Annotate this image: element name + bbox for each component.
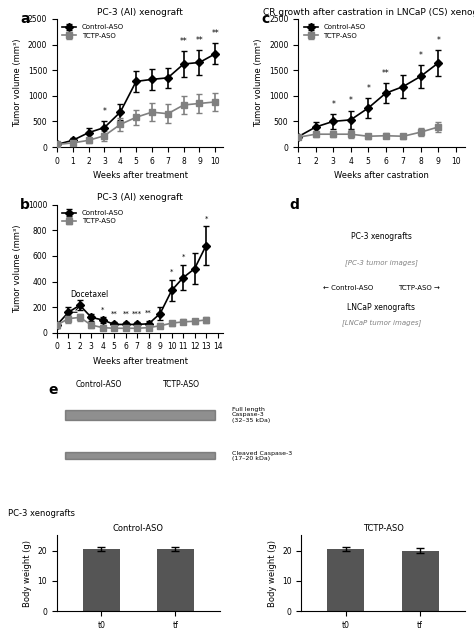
- Title: Control-ASO: Control-ASO: [113, 524, 164, 533]
- Text: ***: ***: [132, 311, 142, 317]
- Text: **: **: [180, 37, 188, 46]
- Legend: Control-ASO, TCTP-ASO: Control-ASO, TCTP-ASO: [60, 23, 126, 40]
- Text: Control-ASO: Control-ASO: [75, 380, 122, 389]
- Text: c: c: [262, 13, 270, 26]
- Y-axis label: Body weight (g): Body weight (g): [267, 540, 276, 607]
- Text: *: *: [182, 254, 185, 260]
- Text: Full length
Caspase-3
(32–35 kDa): Full length Caspase-3 (32–35 kDa): [232, 406, 270, 423]
- Text: **: **: [211, 30, 219, 38]
- Text: *: *: [204, 215, 208, 221]
- Text: *: *: [436, 36, 440, 45]
- Text: [PC-3 tumor images]: [PC-3 tumor images]: [345, 259, 418, 266]
- Text: ← Control-ASO: ← Control-ASO: [323, 285, 374, 291]
- Bar: [83, 549, 120, 611]
- Text: *: *: [419, 51, 423, 60]
- Text: *: *: [170, 269, 173, 275]
- Text: d: d: [290, 198, 300, 212]
- X-axis label: Weeks after treatment: Weeks after treatment: [92, 171, 188, 180]
- Text: b: b: [20, 198, 30, 212]
- Text: a: a: [20, 13, 30, 26]
- Text: LNCaP xenografts: LNCaP xenografts: [347, 302, 415, 312]
- Text: **: **: [382, 69, 390, 78]
- Text: Cleaved Caspase-3
(17–20 kDa): Cleaved Caspase-3 (17–20 kDa): [232, 450, 292, 461]
- Y-axis label: Tumor volume (mm³): Tumor volume (mm³): [13, 38, 22, 127]
- X-axis label: Weeks after treatment: Weeks after treatment: [92, 357, 188, 366]
- Text: Docetaxel: Docetaxel: [71, 290, 109, 310]
- Bar: [65, 410, 215, 420]
- Text: *: *: [101, 306, 104, 312]
- Y-axis label: Body weight (g): Body weight (g): [23, 540, 32, 607]
- Bar: [401, 551, 438, 611]
- Text: TCTP-ASO: TCTP-ASO: [163, 380, 200, 389]
- Bar: [65, 452, 215, 459]
- Title: PC-3 (AI) xenograft: PC-3 (AI) xenograft: [97, 193, 183, 202]
- Text: **: **: [122, 311, 129, 317]
- Y-axis label: Tumor volume (mm³): Tumor volume (mm³): [13, 224, 22, 313]
- X-axis label: Weeks after castration: Weeks after castration: [334, 171, 429, 180]
- Text: *: *: [102, 107, 106, 117]
- Legend: Control-ASO, TCTP-ASO: Control-ASO, TCTP-ASO: [60, 208, 126, 226]
- Title: TCTP-ASO: TCTP-ASO: [363, 524, 403, 533]
- Text: PC-3 xenografts: PC-3 xenografts: [351, 232, 412, 241]
- Y-axis label: Tumor volume (mm³): Tumor volume (mm³): [255, 38, 264, 127]
- Title: PC-3 (AI) xenograft: PC-3 (AI) xenograft: [97, 8, 183, 17]
- Bar: [157, 549, 194, 611]
- Text: **: **: [196, 35, 203, 45]
- Text: PC-3 xenografts: PC-3 xenografts: [8, 509, 75, 518]
- Text: TCTP-ASO →: TCTP-ASO →: [398, 285, 439, 291]
- Bar: [328, 549, 365, 611]
- Text: *: *: [331, 100, 335, 108]
- Text: *: *: [349, 96, 353, 105]
- Text: *: *: [366, 84, 370, 93]
- Text: **: **: [111, 311, 118, 317]
- Text: [LNCaP tumor images]: [LNCaP tumor images]: [342, 319, 421, 326]
- Text: e: e: [48, 384, 58, 398]
- Title: CR growth after castration in LNCaP (CS) xenografts: CR growth after castration in LNCaP (CS)…: [264, 8, 474, 17]
- Legend: Control-ASO, TCTP-ASO: Control-ASO, TCTP-ASO: [301, 23, 367, 40]
- Text: **: **: [146, 309, 152, 316]
